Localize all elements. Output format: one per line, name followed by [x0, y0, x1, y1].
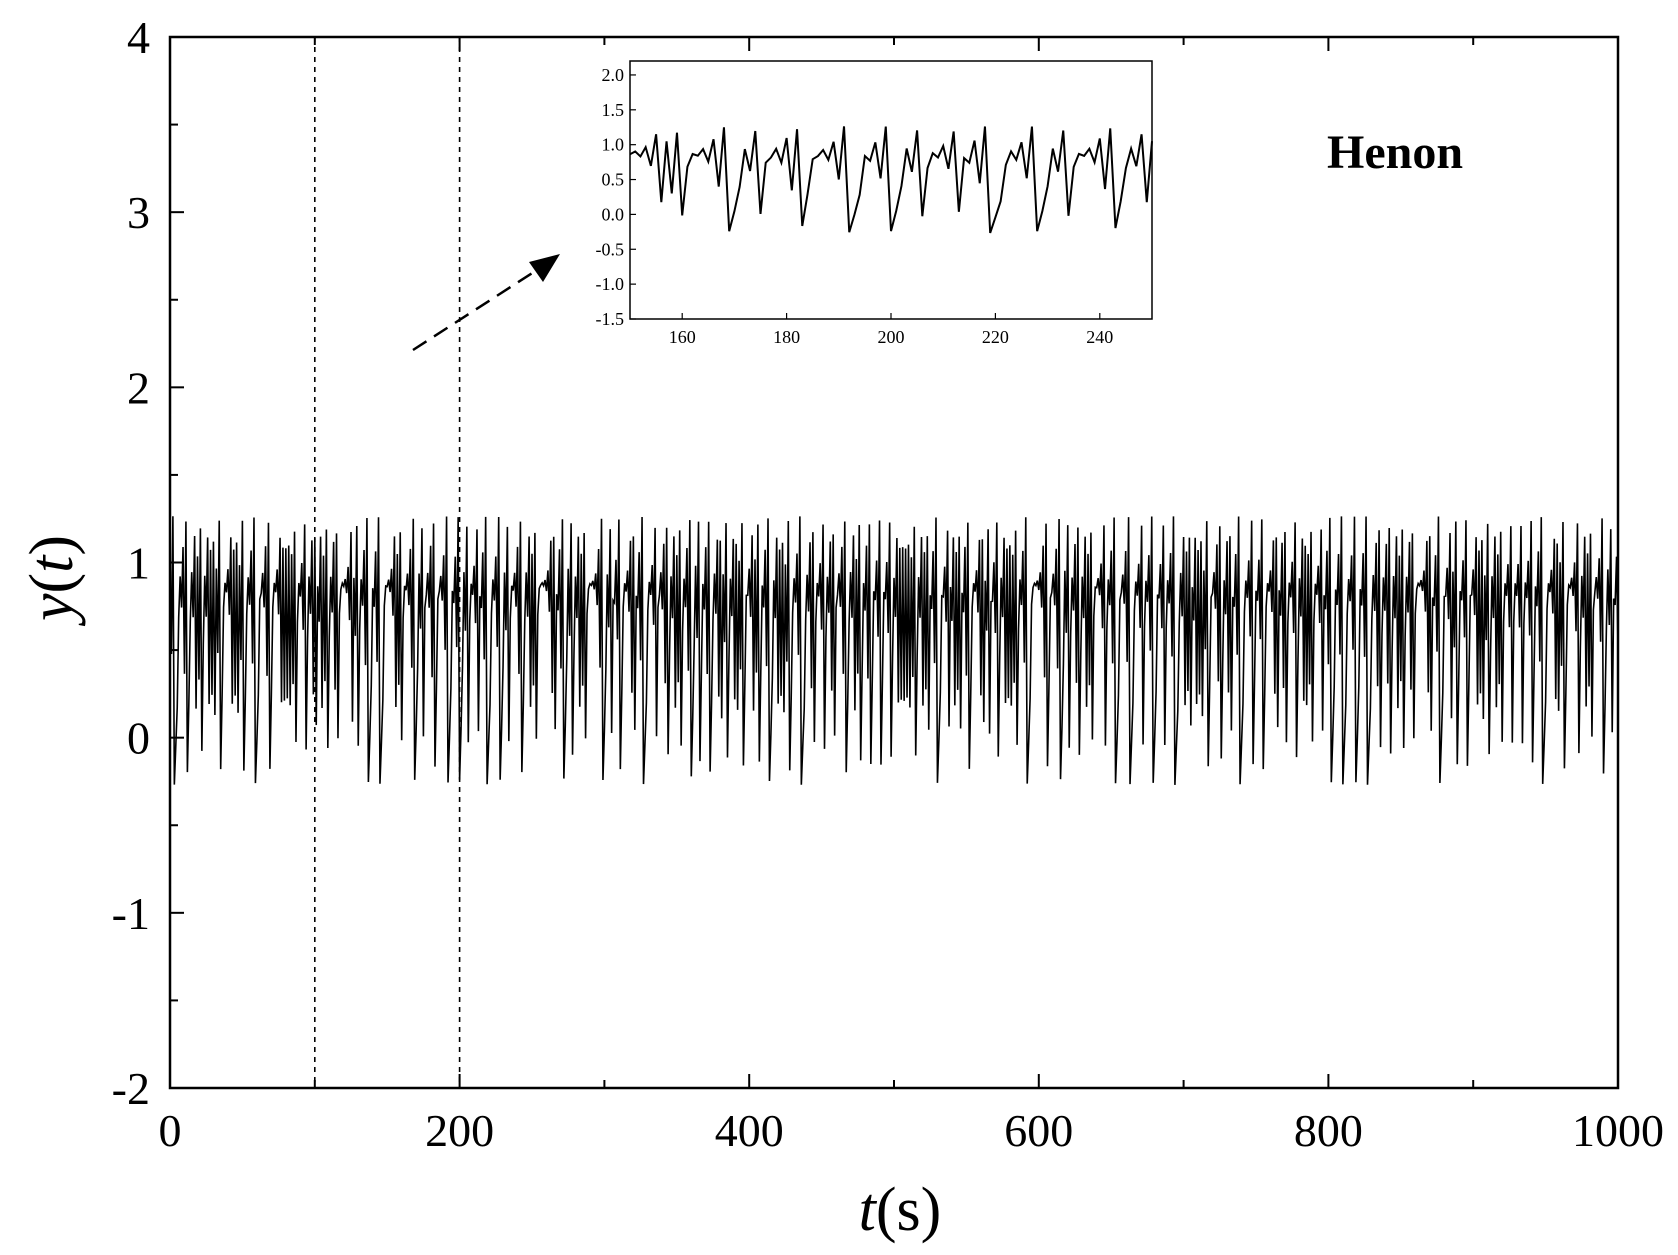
- main-series-line: [169, 516, 1619, 785]
- highlight-window-layer: [313, 37, 560, 1088]
- x-axis-label: t(s): [859, 1176, 942, 1244]
- zoom-arrow-head: [529, 254, 560, 282]
- x-tick-label: 1000: [1572, 1105, 1664, 1156]
- x-tick-label: 200: [425, 1105, 494, 1156]
- y-tick-label: -1: [112, 888, 150, 939]
- y-tick-label: 2: [127, 362, 150, 413]
- inset-chart: 160 180 200 220 240 -1.5 -1.0 -0.5 0.0 0.5 1.0 1.5 2…: [596, 60, 1153, 347]
- y-axis-label-close: ): [18, 535, 86, 556]
- inset-x-tick-label: 220: [982, 327, 1009, 347]
- y-axis-label: y(t): [18, 535, 86, 627]
- inset-y-tick-label: 0.0: [602, 204, 625, 224]
- y-tick-label: 4: [127, 12, 150, 63]
- inset-y-tick-label: -1.5: [596, 309, 625, 329]
- x-tick-label: 0: [159, 1105, 182, 1156]
- y-axis-label-arg: t: [18, 554, 86, 573]
- inset-y-tick-label: 0.5: [602, 170, 625, 190]
- inset-y-tick-label: -1.0: [596, 274, 625, 294]
- x-axis-label-var: t: [859, 1176, 878, 1244]
- y-tick-label: 3: [127, 187, 150, 238]
- inset-background: [630, 61, 1152, 319]
- y-tick-label: 0: [127, 713, 150, 764]
- main-series-layer: [169, 516, 1619, 785]
- inset-y-tick-label: -0.5: [596, 239, 625, 259]
- y-axis-label-open: (: [18, 573, 86, 594]
- x-tick-label: 800: [1294, 1105, 1363, 1156]
- inset-series-line: [629, 126, 1153, 234]
- inset-x-tick-label: 180: [773, 327, 800, 347]
- inset-x-tick-label: 160: [669, 327, 696, 347]
- main-axes-layer: 0 200 400 600 800 1000 -2 -1 0 1 2 3 4: [112, 12, 1664, 1156]
- y-tick-label: -2: [112, 1063, 150, 1114]
- inset-y-tick-label: 1.0: [602, 135, 625, 155]
- y-tick-label: 1: [127, 538, 150, 589]
- inset-x-tick-label: 240: [1086, 327, 1113, 347]
- inset-y-tick-label: 1.5: [602, 100, 625, 120]
- series-annotation: Henon: [1327, 126, 1463, 179]
- inset-x-tick-label: 200: [878, 327, 905, 347]
- zoom-arrow: [412, 266, 541, 352]
- inset-y-tick-label: 2.0: [602, 65, 625, 85]
- x-tick-label: 600: [1004, 1105, 1073, 1156]
- x-axis-label-unit: (s): [876, 1176, 941, 1244]
- x-tick-label: 400: [715, 1105, 784, 1156]
- y-axis-label-var: y: [18, 593, 86, 627]
